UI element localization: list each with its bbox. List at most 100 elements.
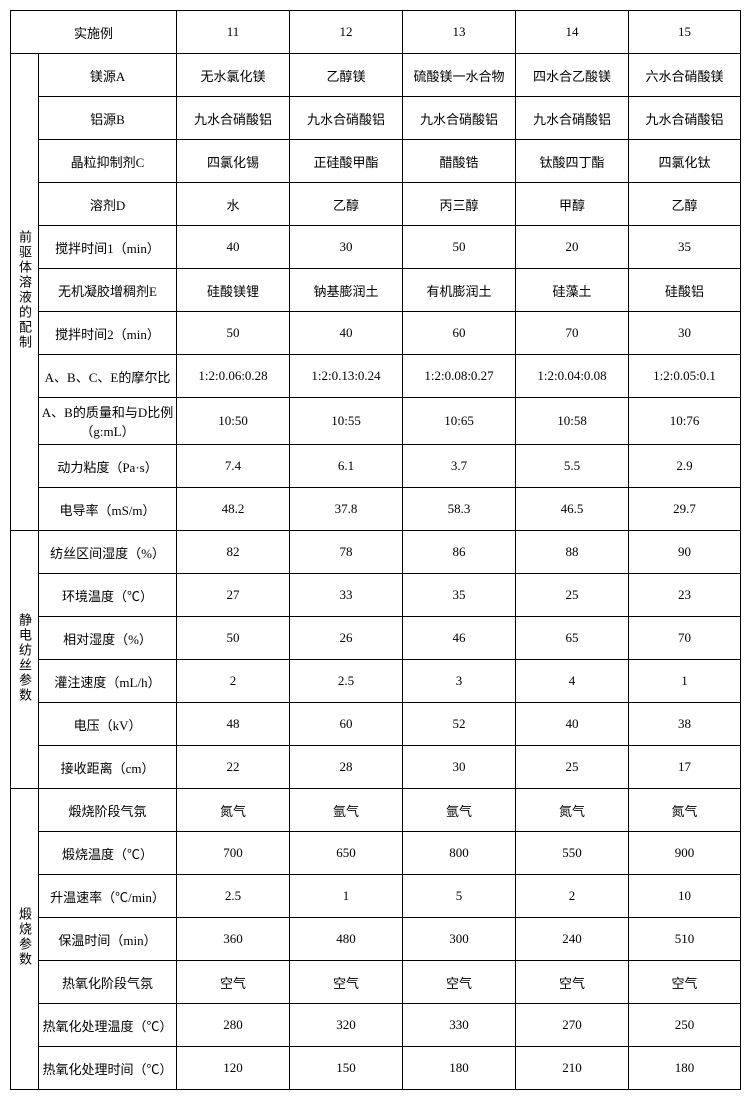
cell-1-0-2: 86: [403, 531, 516, 574]
cell-0-4-0: 40: [177, 226, 290, 269]
row-label-1-5: 接收距离（cm）: [39, 746, 177, 789]
cell-2-2-4: 10: [629, 875, 741, 918]
cell-0-4-1: 30: [290, 226, 403, 269]
cell-0-0-0: 无水氯化镁: [177, 54, 290, 97]
cell-2-6-1: 150: [290, 1047, 403, 1090]
cell-2-1-4: 900: [629, 832, 741, 875]
cell-0-2-4: 四氯化钛: [629, 140, 741, 183]
cell-2-4-2: 空气: [403, 961, 516, 1004]
cell-0-9-3: 5.5: [516, 445, 629, 488]
cell-1-3-3: 4: [516, 660, 629, 703]
cell-2-2-0: 2.5: [177, 875, 290, 918]
cell-2-5-4: 250: [629, 1004, 741, 1047]
row-label-1-3: 灌注速度（mL/h）: [39, 660, 177, 703]
cell-2-0-2: 氩气: [403, 789, 516, 832]
cell-2-4-3: 空气: [516, 961, 629, 1004]
header-col-0: 11: [177, 11, 290, 54]
row-label-1-2: 相对湿度（%）: [39, 617, 177, 660]
cell-2-5-0: 280: [177, 1004, 290, 1047]
cell-1-5-4: 17: [629, 746, 741, 789]
cell-0-1-4: 九水合硝酸铝: [629, 97, 741, 140]
row-label-2-0: 煅烧阶段气氛: [39, 789, 177, 832]
cell-0-7-4: 1:2:0.05:0.1: [629, 355, 741, 398]
row-label-1-0: 纺丝区间湿度（%）: [39, 531, 177, 574]
section-title-1: 静电纺丝参数: [11, 531, 39, 789]
cell-2-4-1: 空气: [290, 961, 403, 1004]
cell-1-2-0: 50: [177, 617, 290, 660]
cell-2-3-1: 480: [290, 918, 403, 961]
cell-2-6-3: 210: [516, 1047, 629, 1090]
cell-0-9-2: 3.7: [403, 445, 516, 488]
cell-0-9-0: 7.4: [177, 445, 290, 488]
cell-0-8-2: 10:65: [403, 398, 516, 445]
cell-0-0-1: 乙醇镁: [290, 54, 403, 97]
cell-0-7-0: 1:2:0.06:0.28: [177, 355, 290, 398]
cell-2-1-0: 700: [177, 832, 290, 875]
cell-1-4-0: 48: [177, 703, 290, 746]
cell-0-1-2: 九水合硝酸铝: [403, 97, 516, 140]
cell-1-3-1: 2.5: [290, 660, 403, 703]
cell-0-0-2: 硫酸镁一水合物: [403, 54, 516, 97]
cell-0-1-3: 九水合硝酸铝: [516, 97, 629, 140]
row-label-0-3: 溶剂D: [39, 183, 177, 226]
row-label-0-4: 搅拌时间1（min）: [39, 226, 177, 269]
row-label-2-4: 热氧化阶段气氛: [39, 961, 177, 1004]
cell-2-6-0: 120: [177, 1047, 290, 1090]
cell-2-3-4: 510: [629, 918, 741, 961]
cell-0-10-0: 48.2: [177, 488, 290, 531]
row-label-0-5: 无机凝胶增稠剂E: [39, 269, 177, 312]
cell-2-2-1: 1: [290, 875, 403, 918]
cell-1-5-0: 22: [177, 746, 290, 789]
cell-1-0-1: 78: [290, 531, 403, 574]
cell-0-2-0: 四氯化锡: [177, 140, 290, 183]
cell-1-1-0: 27: [177, 574, 290, 617]
cell-0-5-1: 钠基膨润土: [290, 269, 403, 312]
header-col-2: 13: [403, 11, 516, 54]
cell-0-2-1: 正硅酸甲酯: [290, 140, 403, 183]
cell-1-3-2: 3: [403, 660, 516, 703]
cell-1-0-0: 82: [177, 531, 290, 574]
cell-0-7-3: 1:2:0.04:0.08: [516, 355, 629, 398]
cell-1-0-3: 88: [516, 531, 629, 574]
cell-0-0-4: 六水合硝酸镁: [629, 54, 741, 97]
cell-0-10-3: 46.5: [516, 488, 629, 531]
cell-0-9-4: 2.9: [629, 445, 741, 488]
cell-2-1-2: 800: [403, 832, 516, 875]
cell-0-3-3: 甲醇: [516, 183, 629, 226]
row-label-2-2: 升温速率（℃/min）: [39, 875, 177, 918]
cell-0-9-1: 6.1: [290, 445, 403, 488]
cell-0-5-2: 有机膨润土: [403, 269, 516, 312]
cell-1-5-3: 25: [516, 746, 629, 789]
row-label-1-4: 电压（kV）: [39, 703, 177, 746]
cell-0-1-0: 九水合硝酸铝: [177, 97, 290, 140]
cell-2-2-3: 2: [516, 875, 629, 918]
cell-1-2-1: 26: [290, 617, 403, 660]
cell-2-5-2: 330: [403, 1004, 516, 1047]
cell-0-7-1: 1:2:0.13:0.24: [290, 355, 403, 398]
cell-0-5-3: 硅藻土: [516, 269, 629, 312]
row-label-0-6: 搅拌时间2（min）: [39, 312, 177, 355]
cell-1-1-3: 25: [516, 574, 629, 617]
row-label-1-1: 环境温度（℃）: [39, 574, 177, 617]
parameters-table: 实施例1112131415前驱体溶液的配制镁源A无水氯化镁乙醇镁硫酸镁一水合物四…: [10, 10, 741, 1090]
cell-1-3-0: 2: [177, 660, 290, 703]
row-label-0-2: 晶粒抑制剂C: [39, 140, 177, 183]
cell-2-0-3: 氮气: [516, 789, 629, 832]
row-label-0-1: 铝源B: [39, 97, 177, 140]
row-label-2-1: 煅烧温度（℃）: [39, 832, 177, 875]
cell-1-2-2: 46: [403, 617, 516, 660]
cell-0-6-4: 30: [629, 312, 741, 355]
cell-2-2-2: 5: [403, 875, 516, 918]
cell-1-4-2: 52: [403, 703, 516, 746]
cell-0-5-4: 硅酸铝: [629, 269, 741, 312]
cell-0-4-4: 35: [629, 226, 741, 269]
cell-0-10-1: 37.8: [290, 488, 403, 531]
header-col-1: 12: [290, 11, 403, 54]
cell-0-8-1: 10:55: [290, 398, 403, 445]
cell-0-5-0: 硅酸镁锂: [177, 269, 290, 312]
cell-1-4-3: 40: [516, 703, 629, 746]
header-col-3: 14: [516, 11, 629, 54]
cell-0-8-3: 10:58: [516, 398, 629, 445]
row-label-2-5: 热氧化处理温度（℃）: [39, 1004, 177, 1047]
cell-0-8-0: 10:50: [177, 398, 290, 445]
